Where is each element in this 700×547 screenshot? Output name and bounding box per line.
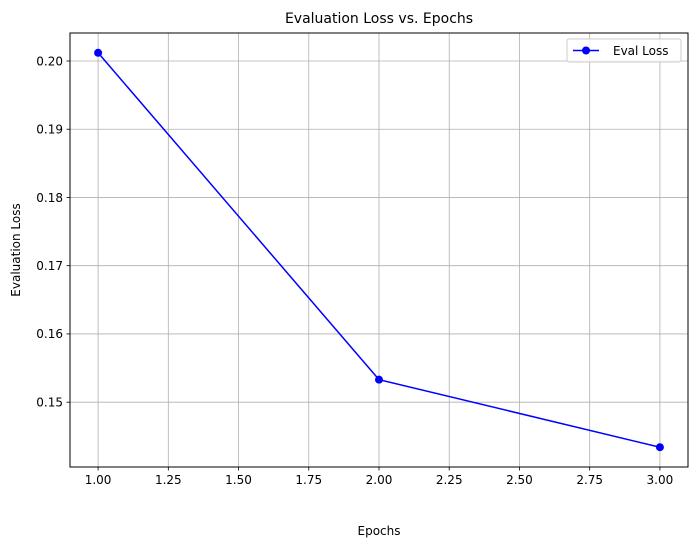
data-point — [94, 48, 103, 57]
data-point — [375, 375, 383, 384]
grid — [70, 33, 688, 467]
data-point — [655, 443, 664, 452]
y-tick-label: 0.20 — [36, 54, 63, 68]
x-tick-label: 2.75 — [576, 473, 603, 487]
y-tick-label: 0.19 — [36, 123, 63, 137]
x-tick-label: 2.50 — [506, 473, 533, 487]
y-tick-label: 0.15 — [36, 395, 63, 409]
x-tick-label: 2.00 — [366, 473, 393, 487]
y-axis-label: Evaluation Loss — [9, 203, 23, 296]
x-tick-label: 1.00 — [85, 473, 112, 487]
x-axis-ticks: 1.00 1.25 1.50 1.75 2.00 2.25 2.50 2.75 3.00 — [85, 467, 674, 487]
legend: Eval Loss — [566, 38, 682, 63]
x-tick-label: 1.75 — [295, 473, 322, 487]
y-axis-ticks: 0.15 0.16 0.17 0.18 0.19 0.20 — [36, 54, 70, 409]
chart-title: Evaluation Loss vs. Epochs — [285, 11, 473, 27]
x-tick-label: 1.50 — [225, 473, 252, 487]
legend-box — [566, 38, 682, 63]
x-tick-label: 1.25 — [155, 473, 182, 487]
series-layer — [94, 48, 664, 452]
legend-marker-sample — [582, 46, 590, 55]
x-tick-label: 2.25 — [436, 473, 463, 487]
legend-label: Eval Loss — [613, 44, 669, 58]
y-tick-label: 0.17 — [36, 259, 63, 273]
x-axis-label: Epochs — [358, 524, 401, 538]
x-tick-label: 3.00 — [647, 473, 674, 487]
y-tick-label: 0.18 — [36, 191, 63, 205]
plot-frame — [69, 32, 689, 468]
y-tick-label: 0.16 — [36, 327, 63, 341]
